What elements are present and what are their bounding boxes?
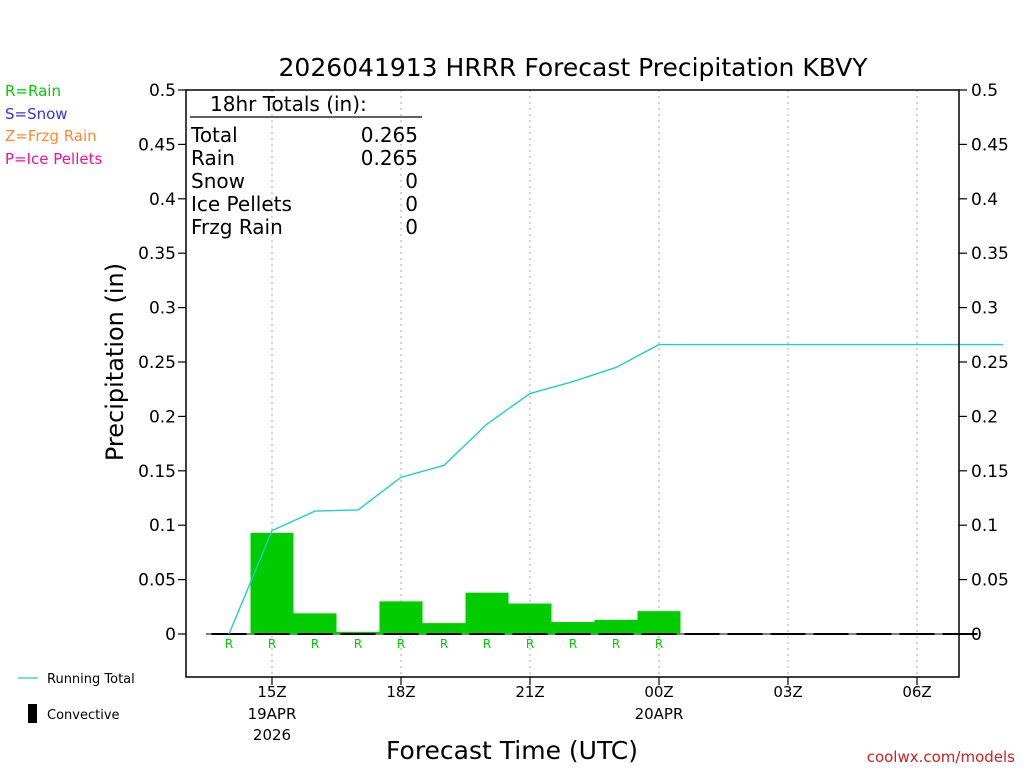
rain-bar — [422, 623, 466, 634]
y-tick-label-left: 0.5 — [149, 81, 176, 101]
y-tick-label-left: 0.1 — [149, 516, 176, 536]
y-tick-label-left: 0.3 — [149, 299, 176, 319]
y-tick-label-left: 0.4 — [149, 190, 176, 210]
rain-bar — [336, 631, 380, 634]
legend-frzg: Z=Frzg Rain — [5, 127, 97, 145]
ptype-marker: R — [311, 637, 319, 651]
rain-bar — [551, 622, 595, 634]
rain-bar — [465, 592, 509, 634]
x-tick-label: 21Z — [515, 683, 544, 701]
y-tick-label-right: 0.3 — [971, 299, 998, 319]
rain-bar — [250, 532, 294, 634]
y-tick-label-right: 0.45 — [971, 135, 1009, 155]
totals-row-label: Total — [190, 123, 238, 147]
y-tick-layer: 0 00.05 0.050.1 0.10.15 0.150.2 0.20.25 0.250.… — [138, 81, 1009, 645]
x-axis-label: Forecast Time (UTC) — [386, 736, 638, 765]
totals-box: 18hr Totals (in): Total 0.265 Rain 0.265 Sno… — [190, 92, 422, 239]
y-tick-label-right: 0.5 — [971, 81, 998, 101]
y-tick-label-left: 0.45 — [138, 135, 176, 155]
ptype-marker: R — [526, 637, 534, 651]
totals-row-label: Ice Pellets — [191, 192, 292, 216]
totals-row-value: 0 — [405, 215, 418, 239]
y-tick-label-right: 0.05 — [971, 571, 1009, 591]
x-tick-label: 00Z — [644, 683, 673, 701]
totals-row-label: Rain — [191, 146, 235, 170]
y-tick-label-left: 0.15 — [138, 462, 176, 482]
ptype-marker: R — [440, 637, 448, 651]
running-total-line — [228, 343, 1003, 635]
ptype-marker: R — [569, 637, 577, 651]
running-total-layer — [228, 343, 1003, 635]
rain-bar — [508, 603, 552, 634]
ptype-marker: R — [268, 637, 276, 651]
x-tick-label: 18Z — [386, 683, 415, 701]
totals-row-label: Frzg Rain — [191, 215, 283, 239]
y-axis-label: Precipitation (in) — [101, 263, 129, 461]
rain-bar — [637, 611, 681, 634]
totals-row-value: 0.265 — [361, 123, 418, 147]
y-tick-label-right: 0.2 — [971, 407, 998, 427]
totals-row-label: Snow — [191, 169, 245, 193]
plot-frame — [185, 89, 960, 678]
ptype-marker: R — [397, 637, 405, 651]
totals-row-value: 0 — [405, 169, 418, 193]
y-tick-label-right: 0.25 — [971, 353, 1009, 373]
legend-rain: R=Rain — [5, 82, 61, 100]
y-tick-label-left: 0.25 — [138, 353, 176, 373]
ptype-marker: R — [354, 637, 362, 651]
legend-snow: S=Snow — [5, 105, 68, 123]
totals-heading: 18hr Totals (in): — [210, 92, 367, 116]
bars-layer — [211, 532, 978, 635]
ptype-marker: R — [655, 637, 663, 651]
x-tick-label: 06Z — [902, 683, 931, 701]
x-tick-date: 19APR — [248, 705, 297, 723]
x-tick-label: 15Z — [257, 683, 286, 701]
x-tick-label: 03Z — [773, 683, 802, 701]
y-tick-label-left: 0.2 — [149, 407, 176, 427]
chart-title: 2026041913 HRRR Forecast Precipitation K… — [279, 53, 869, 82]
ptype-marker: R — [225, 637, 233, 651]
legend-convective: Convective — [47, 708, 120, 723]
y-tick-label-left: 0 — [165, 625, 176, 645]
x-tick-layer: 15Z 19APR 2026 18Z 21Z 00Z 20APR 03Z 06Z — [248, 677, 932, 744]
grid-layer — [206, 90, 959, 677]
y-tick-label-right: 0 — [971, 625, 982, 645]
y-tick-label-left: 0.35 — [138, 244, 176, 264]
legend-running-total: Running Total — [47, 672, 135, 687]
watermark: coolwx.com/models — [867, 748, 1015, 766]
y-tick-label-right: 0.15 — [971, 462, 1009, 482]
x-tick-year: 2026 — [253, 726, 291, 744]
x-tick-date: 20APR — [635, 705, 684, 723]
y-tick-label-right: 0.4 — [971, 190, 998, 210]
ptype-marker: R — [483, 637, 491, 651]
rain-bar — [594, 619, 638, 634]
y-tick-label-left: 0.05 — [138, 571, 176, 591]
rain-bar — [293, 613, 337, 634]
y-tick-label-right: 0.35 — [971, 244, 1009, 264]
ptype-marker: R — [612, 637, 620, 651]
totals-row-value: 0 — [405, 192, 418, 216]
y-tick-label-right: 0.1 — [971, 516, 998, 536]
totals-row-value: 0.265 — [361, 146, 418, 170]
convective-legend-swatch — [28, 704, 37, 723]
legend-ice: P=Ice Pellets — [5, 150, 102, 168]
rain-bar — [379, 601, 423, 634]
